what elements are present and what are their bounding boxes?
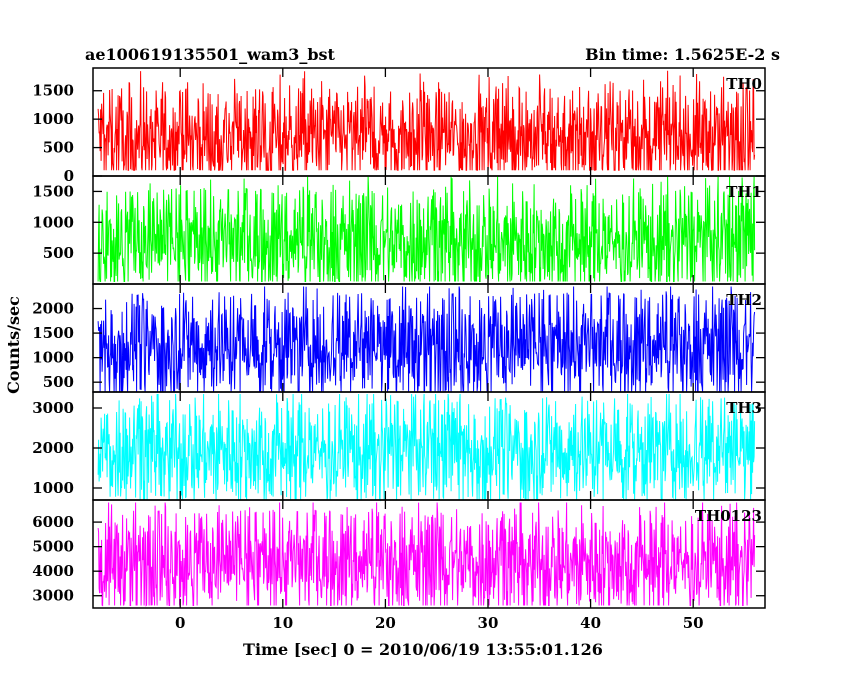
band-label-th3: TH3 <box>726 399 762 417</box>
y-tick-label: 2000 <box>32 300 74 318</box>
panel-th0: 0 500 1000 1500 TH0 <box>32 67 766 185</box>
x-tick-label: 10 <box>272 614 293 632</box>
y-tick-label: 1500 <box>32 82 74 100</box>
panel-th0123: 3000 4000 5000 6000 TH0123 <box>32 499 766 609</box>
series-line-th0123 <box>97 502 756 607</box>
chart-title: ae100619135501_wam3_bst <box>85 45 336 64</box>
band-label-th0: TH0 <box>726 75 762 93</box>
y-tick-label: 3000 <box>32 587 74 605</box>
y-tick-label: 1000 <box>32 349 74 367</box>
x-tick-label: 20 <box>375 614 396 632</box>
panel-th2: 500 1000 1500 2000 TH2 <box>32 283 766 393</box>
x-axis-label: Time [sec] 0 = 2010/06/19 13:55:01.126 <box>243 640 603 659</box>
y-tick-label: 500 <box>43 244 74 262</box>
y-tick-label: 500 <box>43 373 74 391</box>
series-line-th1 <box>97 175 756 282</box>
y-tick-label: 500 <box>43 139 74 157</box>
y-axis-label: Counts/sec <box>4 296 23 394</box>
x-tick-label: 40 <box>580 614 601 632</box>
y-tick-label: 1000 <box>32 213 74 231</box>
y-tick-label: 3000 <box>32 399 74 417</box>
series-line-th2 <box>97 286 756 393</box>
band-label-th1: TH1 <box>726 183 762 201</box>
y-tick-label: 1500 <box>32 324 74 342</box>
y-tick-label: 5000 <box>32 538 74 556</box>
band-label-th2: TH2 <box>726 291 762 309</box>
x-tick-label: 0 <box>175 614 185 632</box>
series-line-th3 <box>97 393 756 502</box>
panel-th3: 1000 2000 3000 TH3 <box>32 391 766 502</box>
x-tick-label: 30 <box>478 614 499 632</box>
bin-time-label: Bin time: 1.5625E-2 s <box>585 45 780 64</box>
x-tick-label: 50 <box>683 614 704 632</box>
y-tick-label: 1000 <box>32 110 74 128</box>
y-tick-label: 1500 <box>32 182 74 200</box>
panel-frame <box>92 499 766 609</box>
band-label-th0123: TH0123 <box>695 507 762 525</box>
y-tick-label: 0 <box>64 167 74 185</box>
series-line-th0 <box>97 70 756 172</box>
y-tick-label: 1000 <box>32 479 74 497</box>
y-tick-label: 2000 <box>32 439 74 457</box>
y-tick-label: 4000 <box>32 562 74 580</box>
y-tick-label: 6000 <box>32 513 74 531</box>
panel-th1: 500 1000 1500 TH1 <box>32 175 766 285</box>
